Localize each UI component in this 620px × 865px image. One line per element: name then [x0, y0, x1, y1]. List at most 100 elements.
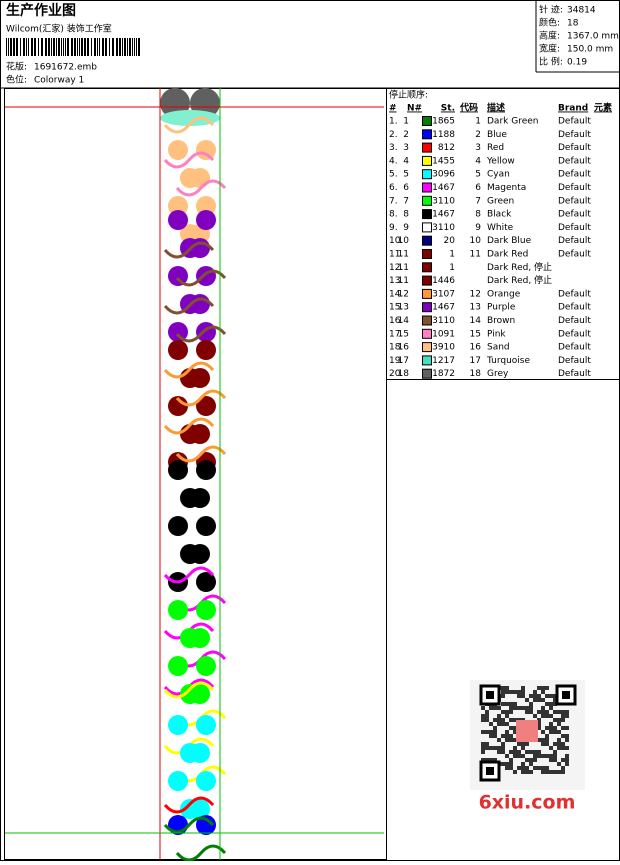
- qr-logo: [516, 720, 538, 742]
- motif: [196, 656, 216, 676]
- row-number: 19.: [389, 356, 403, 366]
- row-number: 4.: [389, 156, 398, 166]
- qr-cell: [561, 718, 565, 722]
- qr-cell: [521, 690, 525, 694]
- bar: [138, 38, 140, 56]
- description: Blue: [487, 130, 507, 140]
- description: Dark Red, 停止: [487, 261, 552, 273]
- qr-cell: [489, 722, 493, 726]
- qr-cell: [561, 734, 565, 738]
- qr-cell: [501, 742, 505, 746]
- bar: [132, 38, 133, 56]
- qr-cell: [485, 758, 489, 762]
- qr-cell: [549, 730, 553, 734]
- color-swatch: [422, 275, 432, 286]
- row-number: 7.: [389, 196, 398, 206]
- bar: [71, 38, 73, 56]
- brand: Default: [558, 329, 591, 339]
- qr-cell: [513, 754, 517, 758]
- qr-cell: [541, 738, 545, 742]
- description: Yellow: [486, 156, 515, 166]
- needle: 9: [403, 223, 409, 233]
- brand: Default: [558, 250, 591, 260]
- qr-cell: [549, 714, 553, 718]
- qr-cell: [545, 754, 549, 758]
- column-header: St.: [441, 104, 455, 114]
- qr-cell: [497, 718, 501, 722]
- qr-cell: [545, 714, 549, 718]
- motif: [160, 110, 220, 126]
- needle: 11: [398, 276, 409, 286]
- code: 11: [470, 250, 481, 260]
- qr-cell: [481, 742, 485, 746]
- info-label: 比 例:: [539, 56, 563, 68]
- qr-cell: [485, 742, 489, 746]
- row-number: 10.: [389, 236, 403, 246]
- qr-cell: [541, 766, 545, 770]
- motif: [196, 600, 216, 620]
- description: Black: [487, 210, 512, 220]
- qr-cell: [517, 754, 521, 758]
- qr-cell: [561, 726, 565, 730]
- qr-cell: [557, 738, 561, 742]
- description: Brown: [487, 316, 515, 326]
- bar: [81, 38, 83, 56]
- needle: 14: [398, 316, 410, 326]
- motif: [190, 799, 210, 819]
- info-value: 34814: [567, 6, 596, 16]
- qr-cell: [553, 710, 557, 714]
- qr-cell: [533, 750, 537, 754]
- needle: 11: [398, 250, 409, 260]
- stitches: 1865: [432, 117, 455, 127]
- description: Dark Red, 停止: [487, 274, 552, 286]
- qr-cell: [533, 714, 537, 718]
- stitches: 1872: [432, 369, 455, 379]
- qr-cell: [489, 758, 493, 762]
- description: Green: [487, 196, 514, 206]
- qr-cell: [513, 726, 517, 730]
- qr-cell: [557, 722, 561, 726]
- qr-cell: [565, 758, 569, 762]
- motif: [168, 140, 188, 160]
- needle: 10: [398, 236, 410, 246]
- brand: Default: [558, 143, 591, 153]
- qr-cell: [509, 750, 513, 754]
- qr-cell: [537, 750, 541, 754]
- qr-cell: [565, 754, 569, 758]
- motif-curve: [163, 116, 215, 134]
- motif-curve: [175, 325, 227, 343]
- row-number: 13.: [389, 276, 403, 286]
- motif: [196, 815, 216, 835]
- qr-cell: [513, 746, 517, 750]
- qr-cell: [557, 770, 561, 774]
- qr-cell: [553, 770, 557, 774]
- motif: [168, 340, 188, 360]
- qr-cell: [553, 754, 557, 758]
- qr-cell: [545, 710, 549, 714]
- qr-cell: [549, 694, 553, 698]
- qr-cell: [565, 714, 569, 718]
- bar: [77, 38, 78, 56]
- color-swatch: [422, 368, 432, 379]
- row-number: 17.: [389, 329, 403, 339]
- qr-cell: [561, 710, 565, 714]
- qr-cell: [529, 710, 533, 714]
- qr-cell: [525, 710, 529, 714]
- brand: Default: [558, 316, 591, 326]
- code: 4: [475, 156, 481, 166]
- bar: [63, 38, 64, 56]
- info-value: 0.19: [567, 58, 587, 68]
- bar: [61, 38, 62, 56]
- brand: Default: [558, 156, 591, 166]
- code: 12: [470, 289, 481, 299]
- qr-cell: [521, 770, 525, 774]
- qr-cell: [501, 734, 505, 738]
- color-swatch: [422, 249, 432, 259]
- qr-cell: [485, 714, 489, 718]
- bar: [34, 38, 36, 56]
- motif: [190, 544, 210, 564]
- qr-cell: [505, 730, 509, 734]
- bar: [105, 38, 107, 56]
- code: 15: [470, 329, 481, 339]
- qr-cell: [505, 738, 509, 742]
